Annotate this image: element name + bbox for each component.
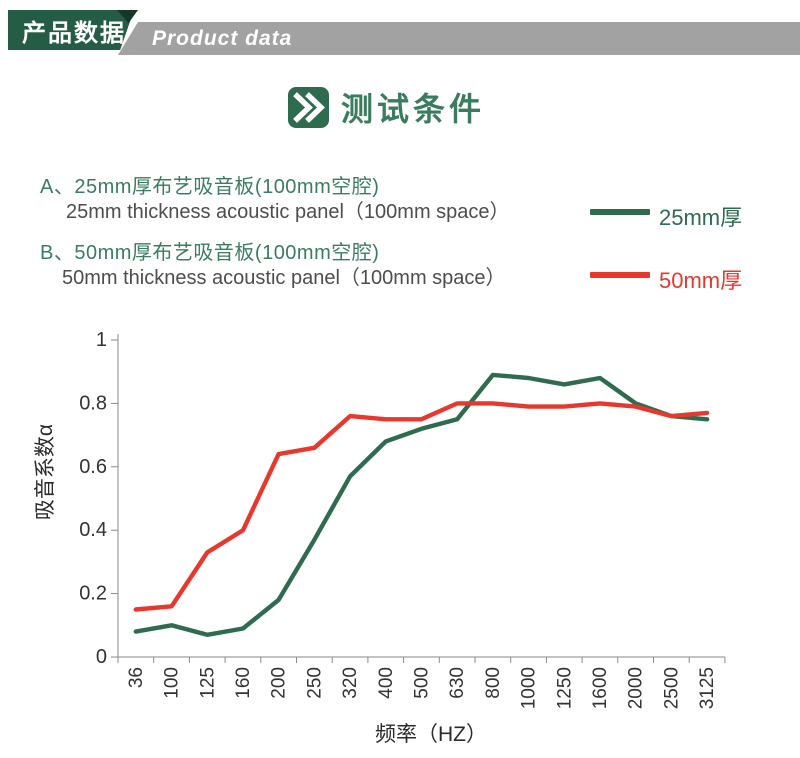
header-title-en: Product data — [152, 26, 293, 50]
x-tick-label: 200 — [269, 667, 290, 699]
header-title-zh-box: 产品数据 — [8, 10, 134, 50]
y-tick-label: 0.2 — [79, 583, 107, 605]
x-tick-label: 125 — [197, 667, 218, 699]
x-tick-label: 400 — [376, 667, 397, 699]
x-tick-label: 160 — [233, 667, 254, 699]
y-tick-label: 0.4 — [79, 519, 107, 541]
legend-label-50mm: 50mm厚 — [659, 268, 743, 293]
item-b-label-zh: B、50mm厚布艺吸音板(100mm空腔) — [40, 242, 380, 264]
x-tick-label: 2500 — [661, 667, 682, 709]
x-tick-label: 500 — [412, 667, 433, 699]
item-b-label-en: 50mm thickness acoustic panel（100mm spac… — [62, 267, 506, 289]
x-tick-label: 630 — [447, 667, 468, 699]
x-tick-label: 250 — [304, 667, 325, 699]
legend-swatch-50mm — [590, 272, 650, 278]
x-tick-label: 1000 — [519, 667, 540, 709]
y-tick-label: 1 — [96, 329, 107, 351]
header-ribbon: Product data — [118, 22, 800, 55]
legend-swatch-25mm — [590, 209, 650, 215]
x-axis-title: 频率（HZ） — [375, 723, 487, 746]
section-header: 测试条件 — [288, 84, 485, 130]
x-tick-label: 36 — [126, 667, 147, 688]
y-axis-title: 吸音系数α — [34, 424, 57, 520]
x-tick-label: 320 — [340, 667, 361, 699]
double-chevron-icon — [288, 86, 329, 128]
legend-label-25mm: 25mm厚 — [659, 205, 743, 230]
series-line-25mm厚 — [133, 372, 710, 637]
x-tick-label: 1250 — [554, 667, 575, 709]
header-title-zh: 产品数据 — [22, 19, 126, 47]
page-title: 测试条件 — [341, 91, 486, 127]
series-line-50mm厚 — [133, 401, 710, 612]
x-tick-label: 3125 — [697, 667, 718, 709]
x-tick-label: 100 — [162, 667, 183, 699]
y-tick-label: 0 — [96, 646, 107, 668]
y-tick-label: 0.6 — [79, 456, 107, 478]
x-tick-label: 2000 — [626, 667, 647, 709]
x-tick-label: 800 — [483, 667, 504, 699]
item-a-label-en: 25mm thickness acoustic panel（100mm spac… — [66, 201, 510, 223]
item-a-label-zh: A、25mm厚布艺吸音板(100mm空腔) — [40, 176, 380, 198]
x-tick-label: 1600 — [590, 667, 611, 709]
y-tick-label: 0.8 — [79, 392, 107, 414]
